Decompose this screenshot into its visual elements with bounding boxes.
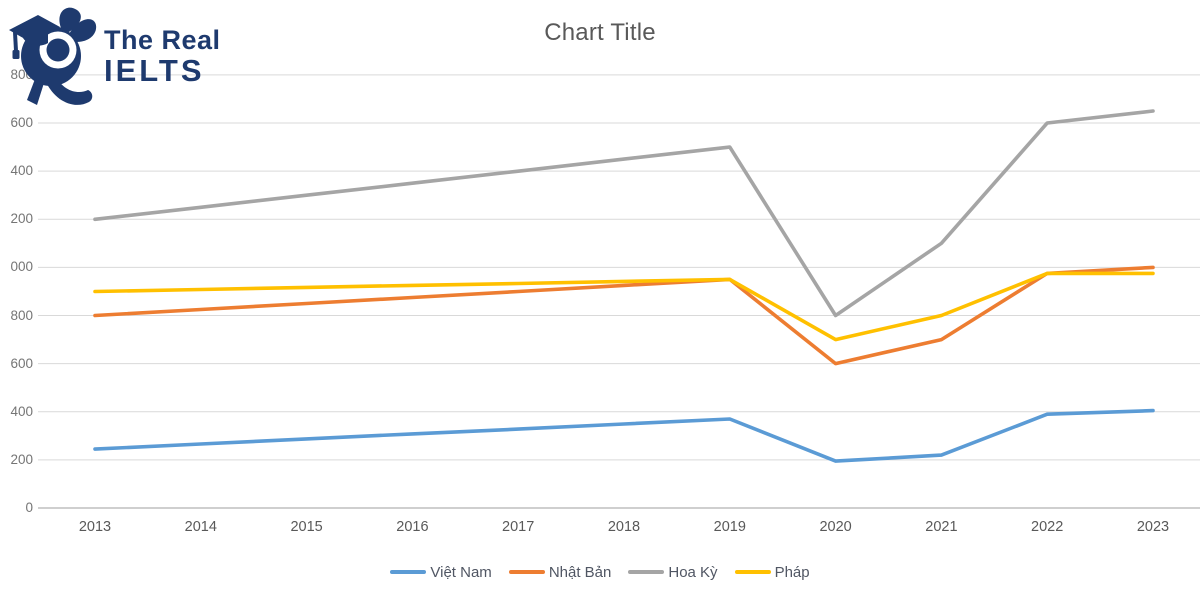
x-tick-label: 2019 (713, 519, 746, 535)
legend-label: Pháp (774, 563, 810, 581)
x-tick-label: 2014 (184, 519, 217, 535)
legend-swatch-icon (628, 569, 665, 575)
series-line-3 (93, 271, 1155, 342)
y-tick-label: 600 (10, 115, 33, 131)
series-line-1 (93, 265, 1155, 366)
logo-text-line2: IELTS (104, 53, 205, 88)
y-tick-label: 800 (10, 307, 33, 323)
logo-text-line1: The Real (104, 25, 221, 55)
chart-title: Chart Title (544, 19, 656, 46)
x-tick-label: 2015 (290, 519, 323, 535)
x-tick-label: 2013 (78, 519, 112, 535)
x-tick-label: 2021 (925, 519, 958, 535)
legend-item-2: Hoa Kỳ (628, 563, 718, 581)
legend-label: Hoa Kỳ (668, 563, 718, 581)
x-tick-label: 2017 (502, 519, 535, 535)
logo-mascot-rabbit-icon (9, 7, 97, 105)
series-line-2 (93, 109, 1155, 318)
x-tick-label: 2023 (1136, 519, 1170, 535)
y-tick-label: 600 (10, 355, 33, 371)
logo-text: The Real IELTS (104, 25, 221, 88)
legend-swatch-icon (508, 569, 545, 575)
logo: The Real IELTS (8, 4, 238, 114)
legend-swatch-icon (390, 569, 427, 575)
legend-item-3: Pháp (734, 563, 810, 581)
x-tick-label: 2020 (819, 519, 852, 535)
legend-item-1: Nhật Bản (508, 563, 612, 581)
series-line-0 (93, 408, 1155, 463)
y-tick-label: 400 (10, 403, 33, 419)
legend-item-0: Việt Nam (390, 563, 492, 581)
y-tick-label: 200 (10, 211, 33, 227)
x-tick-label: 2018 (607, 519, 641, 535)
x-tick-label: 2022 (1031, 519, 1064, 535)
legend-swatch-icon (734, 569, 771, 575)
legend-label: Nhật Bản (548, 563, 612, 581)
y-tick-label: 400 (10, 163, 33, 179)
y-tick-label: 000 (10, 259, 33, 275)
x-tick-label: 2016 (396, 519, 429, 535)
legend-label: Việt Nam (430, 563, 492, 581)
y-tick-label: 200 (10, 451, 33, 467)
legend: Việt Nam Nhật Bản Hoa Kỳ Pháp (0, 559, 1200, 585)
y-tick-label: 0 (25, 500, 33, 515)
